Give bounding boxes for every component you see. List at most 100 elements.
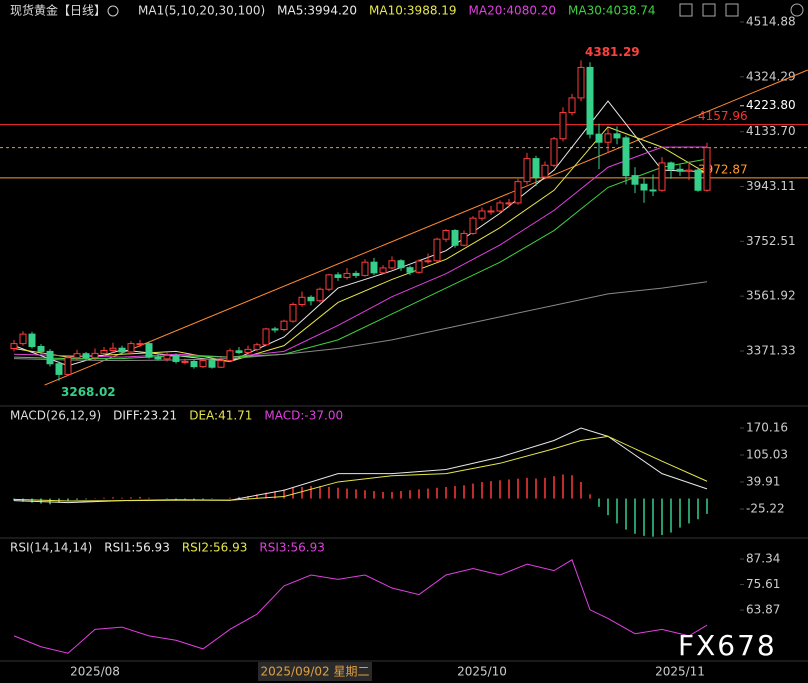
macd-bar (490, 481, 492, 499)
candle-body (406, 267, 414, 273)
indicator-label: MA5:3994.20 (277, 4, 357, 18)
macd-bar (382, 491, 384, 499)
macd-bar (607, 498, 609, 516)
candle-body (334, 274, 342, 278)
candle-body (532, 158, 540, 178)
price-level-label: 4157.96 (698, 109, 748, 123)
candle-body (595, 133, 603, 143)
y-tick-label: 3943.11 (746, 179, 796, 193)
y-tick-label: 63.87 (746, 603, 780, 617)
tool-button[interactable] (725, 3, 739, 17)
candle-body (325, 274, 333, 290)
indicator-label: RSI1:56.93 (104, 541, 170, 555)
candle-body (10, 343, 18, 349)
macd-bar (454, 486, 456, 499)
indicator-label: MA20:4080.20 (469, 4, 557, 18)
macd-bar (517, 478, 519, 499)
candle-body (208, 360, 216, 368)
candle-body (46, 350, 54, 365)
candle-body (64, 357, 72, 375)
y-tick-label: 4133.70 (746, 124, 796, 138)
macd-bar (544, 477, 546, 499)
macd-bar (697, 498, 699, 520)
macd-bar (364, 490, 366, 499)
candle-body (289, 303, 297, 322)
candle-body (667, 162, 675, 170)
macd-bar (148, 497, 150, 499)
tool-button[interactable] (702, 3, 716, 17)
macd-bar (193, 498, 195, 500)
macd-bar (328, 486, 330, 499)
macd-bar (499, 480, 501, 499)
trend-line (44, 69, 808, 386)
candle-body (514, 181, 522, 204)
candle-body (118, 347, 126, 353)
macd-bar (706, 498, 708, 514)
candle-body (127, 343, 135, 353)
indicator-label: DEA:41.71 (189, 409, 252, 423)
candle-body (244, 348, 252, 354)
candle-body (181, 360, 189, 363)
candle-body (361, 261, 369, 276)
macd-bar (661, 498, 663, 536)
macd-bar (175, 498, 177, 500)
candle-body (397, 260, 405, 269)
macd-bar (445, 486, 447, 499)
y-tick-label: 3752.51 (746, 234, 796, 248)
macd-bar (643, 498, 645, 536)
candle-body (154, 356, 162, 360)
indicator-label: MA10:3988.19 (369, 4, 457, 18)
macd-bar (571, 475, 573, 499)
candle-body (91, 352, 99, 359)
macd-bar (184, 498, 186, 500)
macd-bar (274, 491, 276, 499)
close-button[interactable] (790, 3, 804, 17)
indicator-line (13, 559, 708, 654)
candle-body (109, 347, 117, 352)
macd-bar (40, 498, 42, 504)
macd-bar (508, 479, 510, 499)
candle-body (631, 175, 639, 185)
candle-body (316, 288, 324, 302)
indicator-line (13, 158, 708, 360)
candle-body (613, 133, 621, 139)
indicator-line (13, 281, 708, 362)
candle-body (253, 344, 261, 350)
indicator-line (13, 435, 708, 502)
macd-bar (121, 497, 123, 499)
candle-body (172, 354, 180, 362)
price-marker-label: 4223.80 (746, 98, 796, 112)
macd-bar (373, 491, 375, 499)
macd-bar (310, 486, 312, 499)
y-tick-label: 105.03 (746, 447, 788, 461)
macd-bar (67, 498, 69, 502)
macd-bar (553, 476, 555, 499)
macd-bar (400, 491, 402, 499)
indicator-label: RSI(14,14,14) (10, 541, 92, 555)
settings-icon[interactable] (107, 5, 119, 17)
candle-body (82, 353, 90, 359)
candle-body (622, 137, 630, 177)
macd-bar (598, 498, 600, 507)
candle-body (451, 230, 459, 246)
macd-bar (526, 477, 528, 499)
candle-body (352, 272, 360, 276)
tool-button[interactable] (679, 3, 693, 17)
candle-body (190, 360, 198, 368)
y-tick-label: -25.22 (746, 501, 785, 515)
candle-body (415, 260, 423, 273)
macd-bar (85, 498, 87, 500)
candle-body (478, 210, 486, 219)
watermark: FX678 (678, 629, 777, 662)
macd-bar (76, 498, 78, 500)
y-tick-label: 170.16 (746, 420, 788, 434)
macd-bar (346, 488, 348, 499)
candle-body (100, 350, 108, 354)
macd-bar (436, 487, 438, 499)
indicator-label: DIFF:23.21 (113, 409, 177, 423)
indicator-label: RSI2:56.93 (182, 541, 248, 555)
y-tick-label: 87.34 (746, 552, 780, 566)
macd-bar (463, 485, 465, 499)
